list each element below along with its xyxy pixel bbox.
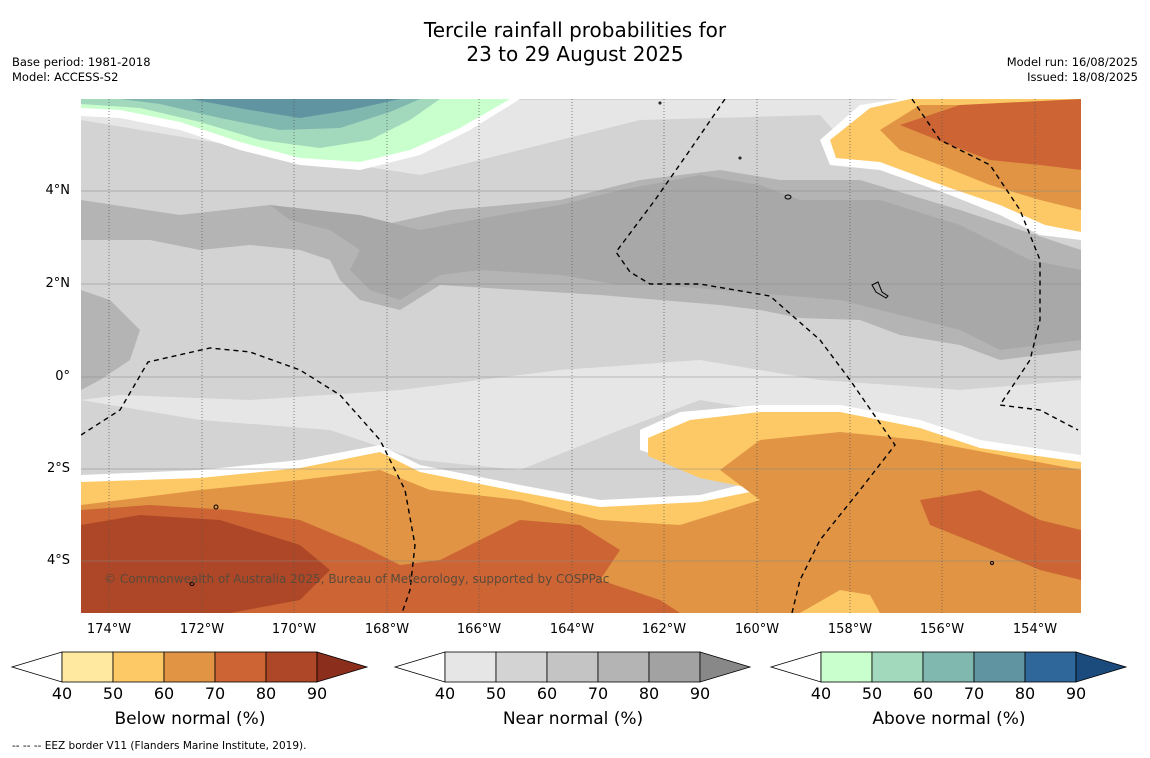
colorbar-extend-low	[393, 651, 446, 683]
colorbar-segment	[648, 651, 701, 683]
lat-label: 2°N	[45, 276, 71, 291]
colorbar-tick: 70	[587, 684, 609, 703]
eez-footnote: -- -- -- EEZ border V11 (Flanders Marine…	[12, 740, 307, 752]
colorbar-segment	[61, 651, 114, 683]
colorbar-tick: 80	[638, 684, 660, 703]
lon-label: 164°W	[549, 622, 595, 637]
colorbar-title-above: Above normal (%)	[872, 709, 1026, 729]
lon-label: 154°W	[1012, 622, 1058, 637]
near-normal-south-light	[81, 360, 1081, 470]
below-normal-ne-80	[900, 99, 1081, 170]
colorbar-tick: 60	[912, 684, 934, 703]
colorbar-tick: 50	[102, 684, 124, 703]
colorbar-tick: 40	[51, 684, 73, 703]
colorbar-segment	[112, 651, 165, 683]
colorbar-tick: 90	[689, 684, 711, 703]
model-run: Model run: 16/08/2025	[1006, 55, 1138, 69]
colorbar-title-near: Near normal (%)	[502, 709, 644, 729]
colorbar-extend-high	[699, 651, 752, 683]
colorbar-segment	[214, 651, 267, 683]
islands	[189, 101, 994, 586]
colorbar-tick: 50	[861, 684, 883, 703]
lat-label: 4°S	[46, 553, 70, 568]
colorbar-extend-low	[10, 651, 63, 683]
lon-label: 170°W	[271, 622, 317, 637]
model-name: Model: ACCESS-S2	[12, 70, 119, 84]
colorbar-above-normal	[769, 651, 1128, 683]
colorbar-title-below: Below normal (%)	[114, 709, 266, 729]
lon-label: 172°W	[179, 622, 225, 637]
eez-borders	[81, 99, 1079, 613]
colorbar-segment	[973, 651, 1026, 683]
lon-label: 158°W	[827, 622, 873, 637]
colorbar-segment	[265, 651, 318, 683]
colorbar-segment	[922, 651, 975, 683]
colorbar-extend-high	[316, 651, 369, 683]
colorbar-tick: 70	[963, 684, 985, 703]
colorbar-segment	[1024, 651, 1077, 683]
lon-label: 162°W	[641, 622, 687, 637]
colorbar-tick: 80	[255, 684, 277, 703]
colorbar-segment	[820, 651, 873, 683]
lat-label: 0°	[55, 369, 70, 384]
lat-label: 4°N	[45, 183, 71, 198]
colorbar-segment	[444, 651, 497, 683]
near-normal-band-dark	[270, 175, 1081, 350]
graticule	[81, 190, 1081, 562]
near-normal-west-patch	[81, 290, 140, 390]
colorbar-tick: 70	[204, 684, 226, 703]
colorbar-segment	[546, 651, 599, 683]
copyright-notice: © Commonwealth of Australia 2025, Bureau…	[104, 572, 610, 586]
issued-date: Issued: 18/08/2025	[1027, 70, 1138, 84]
colorbar-segment	[495, 651, 548, 683]
colorbar-tick: 60	[153, 684, 175, 703]
lon-label: 168°W	[364, 622, 410, 637]
colorbar-extend-high	[1075, 651, 1128, 683]
colorbar-tick: 40	[810, 684, 832, 703]
colorbar-tick: 60	[536, 684, 558, 703]
colorbar-segment	[871, 651, 924, 683]
colorbar-tick: 90	[1065, 684, 1087, 703]
meta-left: Base period: 1981-2018 Model: ACCESS-S2	[12, 55, 151, 85]
colorbar-tick: 80	[1014, 684, 1036, 703]
colorbar-tick: 90	[306, 684, 328, 703]
colorbar-near-normal	[393, 651, 752, 683]
title-line-1: Tercile rainfall probabilities for	[423, 18, 727, 42]
lat-label: 2°S	[46, 461, 70, 476]
colorbar-below-normal	[10, 651, 369, 683]
title-line-2: 23 to 29 August 2025	[466, 42, 684, 66]
below-normal-south-60-patch	[800, 590, 880, 613]
colorbar-tick: 40	[434, 684, 456, 703]
lon-label: 156°W	[919, 622, 965, 637]
colorbar-tick: 50	[485, 684, 507, 703]
base-period: Base period: 1981-2018	[12, 55, 151, 69]
colorbar-segment	[163, 651, 216, 683]
lon-label: 174°W	[86, 622, 132, 637]
lon-label: 166°W	[456, 622, 502, 637]
meta-right: Model run: 16/08/2025 Issued: 18/08/2025	[1007, 55, 1138, 85]
lon-label: 160°W	[734, 622, 780, 637]
map-title: Tercile rainfall probabilities for 23 to…	[0, 18, 1150, 66]
above-normal-80	[190, 99, 400, 118]
below-normal-south-80-east	[920, 490, 1081, 580]
map-field	[81, 99, 1081, 613]
below-normal-south-90	[81, 515, 330, 613]
colorbar-segment	[597, 651, 650, 683]
colorbar-extend-low	[769, 651, 822, 683]
